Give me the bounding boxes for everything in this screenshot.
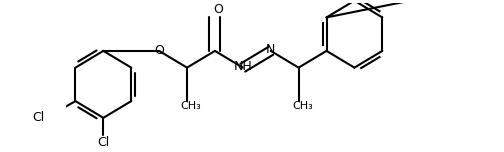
Text: O: O (154, 44, 164, 57)
Text: CH₃: CH₃ (180, 101, 201, 111)
Text: O: O (214, 3, 224, 16)
Text: N: N (266, 43, 275, 57)
Text: NH: NH (233, 60, 252, 73)
Text: Cl: Cl (32, 111, 44, 124)
Text: Cl: Cl (97, 136, 109, 149)
Text: CH₃: CH₃ (292, 101, 312, 111)
